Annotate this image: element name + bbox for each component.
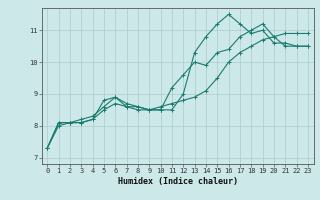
X-axis label: Humidex (Indice chaleur): Humidex (Indice chaleur): [118, 177, 237, 186]
